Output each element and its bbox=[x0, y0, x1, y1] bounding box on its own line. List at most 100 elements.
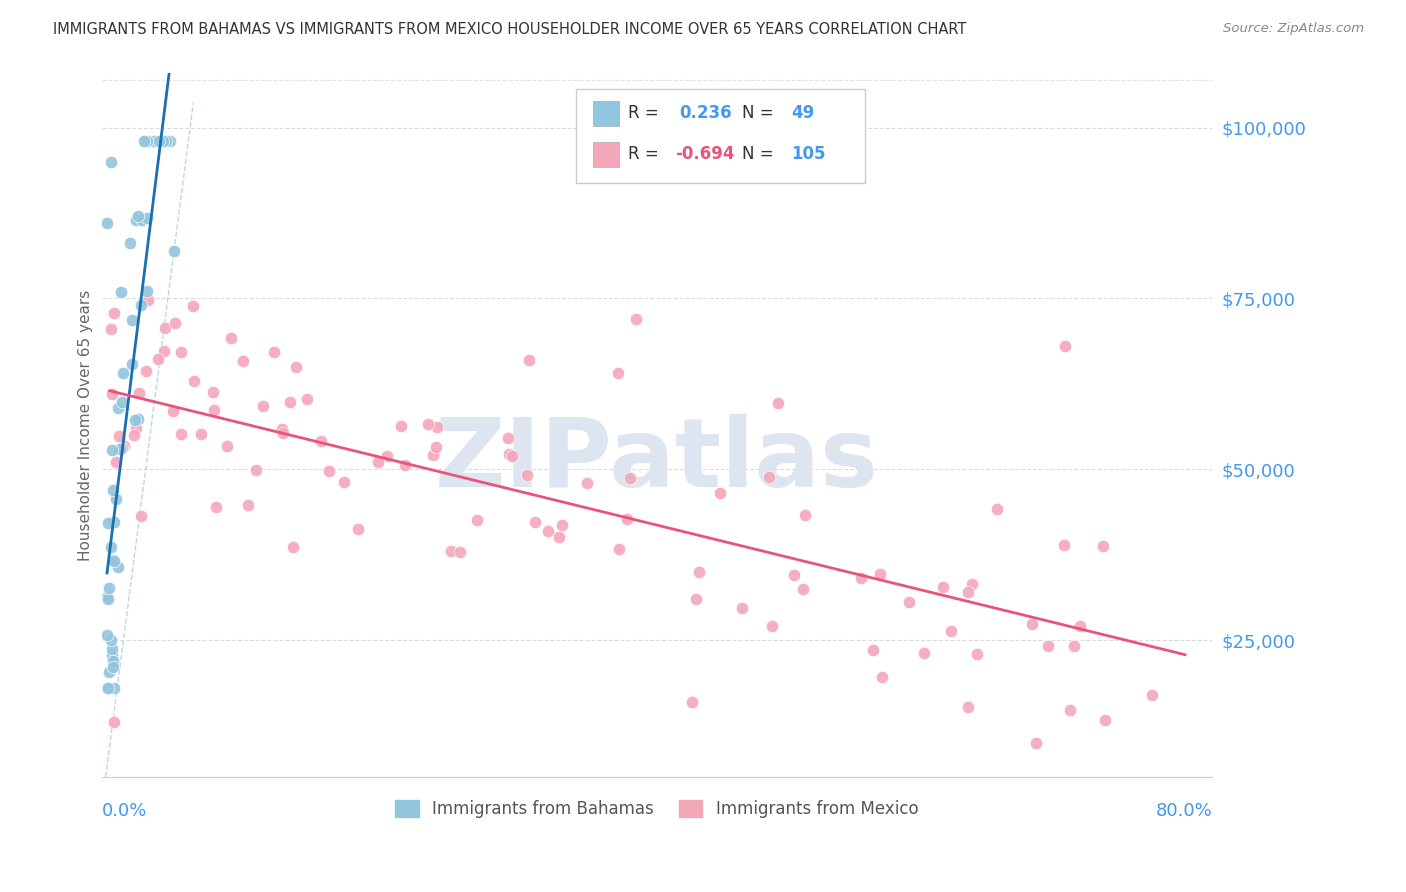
Point bbox=[523, 516, 546, 530]
Point bbox=[142, 134, 165, 148]
Point bbox=[1054, 339, 1077, 353]
Point bbox=[96, 591, 118, 605]
Point bbox=[131, 213, 153, 227]
Point bbox=[1053, 538, 1076, 552]
Point bbox=[731, 601, 754, 615]
Point bbox=[103, 515, 125, 529]
Point bbox=[155, 134, 177, 148]
Point bbox=[163, 244, 186, 258]
Point bbox=[869, 566, 891, 581]
Point bbox=[98, 665, 121, 679]
Point bbox=[793, 508, 815, 523]
Point bbox=[1091, 539, 1114, 553]
Point bbox=[966, 647, 988, 661]
Text: R =: R = bbox=[628, 104, 659, 122]
Point bbox=[134, 134, 156, 148]
Text: -0.694: -0.694 bbox=[675, 145, 734, 163]
Point bbox=[101, 655, 124, 669]
Legend: Immigrants from Bahamas, Immigrants from Mexico: Immigrants from Bahamas, Immigrants from… bbox=[389, 793, 925, 825]
Point bbox=[1094, 713, 1116, 727]
Point bbox=[498, 446, 520, 460]
Point bbox=[100, 154, 122, 169]
Point bbox=[792, 582, 814, 597]
Point bbox=[606, 366, 628, 380]
Point bbox=[135, 285, 157, 299]
Point bbox=[122, 428, 145, 442]
Point bbox=[912, 646, 935, 660]
Point bbox=[103, 715, 125, 730]
Point bbox=[862, 643, 884, 657]
Point bbox=[170, 426, 193, 441]
Point bbox=[100, 321, 122, 335]
Point bbox=[107, 560, 129, 574]
Point bbox=[170, 345, 193, 359]
Point bbox=[851, 571, 873, 585]
Point bbox=[215, 439, 238, 453]
Point bbox=[416, 417, 439, 431]
Point bbox=[111, 395, 134, 409]
Point bbox=[101, 641, 124, 656]
Point bbox=[162, 404, 184, 418]
Point bbox=[271, 426, 294, 441]
Point bbox=[516, 468, 538, 483]
Point bbox=[103, 681, 125, 695]
Text: 105: 105 bbox=[792, 145, 827, 163]
Point bbox=[127, 209, 149, 223]
Point bbox=[103, 306, 125, 320]
Point bbox=[131, 509, 153, 524]
Point bbox=[783, 567, 806, 582]
Point bbox=[101, 442, 124, 457]
Point bbox=[121, 313, 143, 327]
Point bbox=[127, 411, 149, 425]
Point bbox=[956, 585, 979, 599]
Point bbox=[682, 695, 704, 709]
Point bbox=[688, 565, 710, 579]
Point bbox=[112, 439, 135, 453]
Point bbox=[425, 440, 447, 454]
Point bbox=[165, 316, 187, 330]
Point bbox=[1063, 639, 1085, 653]
Point bbox=[107, 429, 129, 443]
Point bbox=[103, 554, 125, 568]
Point bbox=[202, 385, 225, 400]
Point bbox=[202, 403, 225, 417]
Point bbox=[101, 553, 124, 567]
Point bbox=[232, 354, 254, 368]
Point bbox=[111, 442, 134, 456]
Point bbox=[932, 580, 955, 594]
Point bbox=[136, 134, 159, 148]
Point bbox=[112, 366, 135, 380]
Point bbox=[146, 352, 169, 367]
Text: 0.0%: 0.0% bbox=[101, 802, 148, 820]
Text: 49: 49 bbox=[792, 104, 815, 122]
Point bbox=[108, 442, 131, 457]
Point bbox=[100, 633, 122, 648]
Point bbox=[1142, 688, 1164, 702]
Point bbox=[465, 513, 488, 527]
Point bbox=[120, 235, 142, 250]
Point bbox=[318, 464, 340, 478]
Point bbox=[607, 542, 630, 557]
Text: R =: R = bbox=[628, 145, 659, 163]
Point bbox=[110, 285, 132, 299]
Point bbox=[104, 455, 127, 469]
Point bbox=[311, 434, 333, 448]
Point bbox=[449, 545, 471, 559]
Text: N =: N = bbox=[742, 104, 773, 122]
Point bbox=[550, 517, 572, 532]
Point bbox=[181, 299, 204, 313]
Point bbox=[389, 419, 412, 434]
Point bbox=[107, 401, 129, 415]
Point bbox=[121, 357, 143, 371]
Point bbox=[519, 353, 541, 368]
Point bbox=[236, 498, 259, 512]
Point bbox=[501, 449, 523, 463]
Point bbox=[957, 699, 980, 714]
Point bbox=[1036, 639, 1059, 653]
Point bbox=[245, 463, 267, 477]
Point bbox=[190, 427, 212, 442]
Point bbox=[1059, 703, 1081, 717]
Point bbox=[129, 298, 152, 312]
Point bbox=[152, 134, 174, 148]
Point bbox=[761, 619, 783, 633]
